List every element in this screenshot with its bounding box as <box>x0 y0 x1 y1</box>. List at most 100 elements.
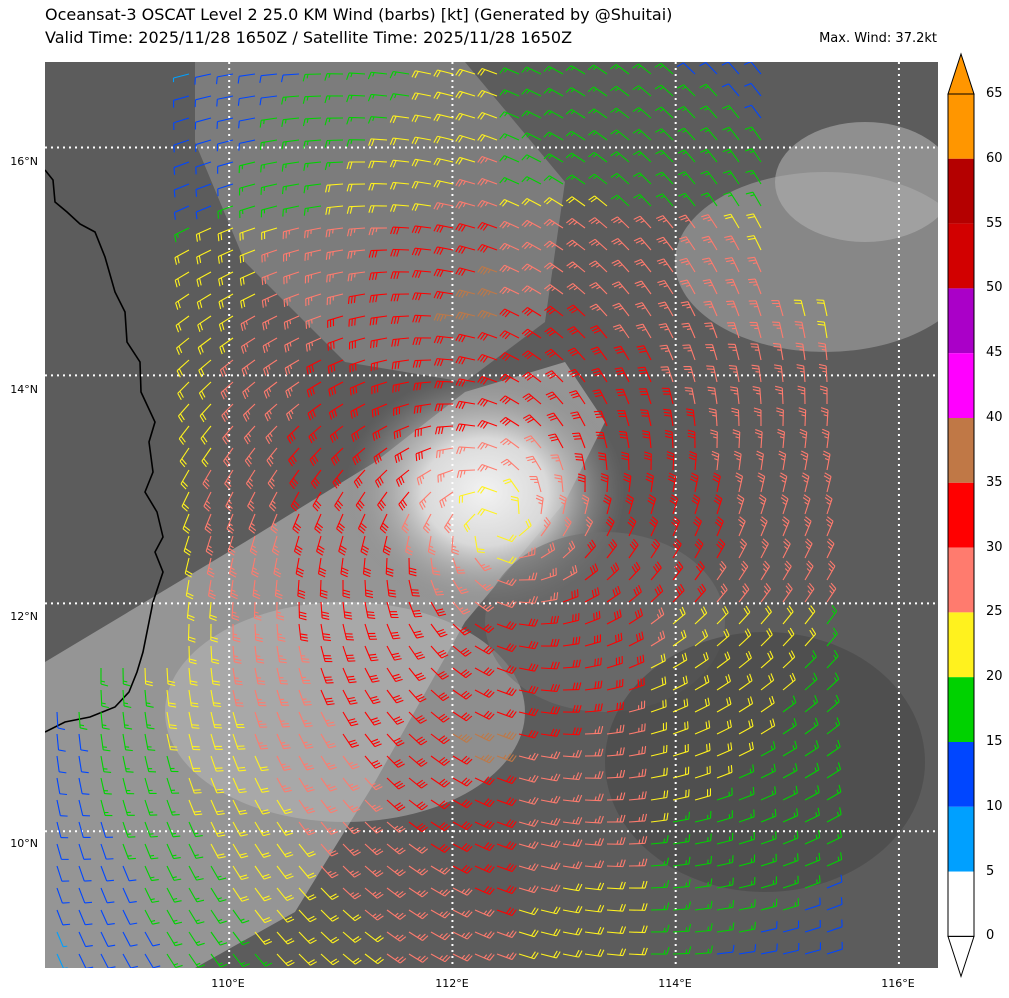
wind-barb <box>346 161 366 170</box>
wind-barb <box>231 601 240 621</box>
wind-barb <box>458 491 476 504</box>
lat-lon-gridlines <box>45 62 938 968</box>
wind-barb <box>267 469 278 490</box>
wind-barb <box>584 726 604 735</box>
wind-barb <box>210 667 221 686</box>
wind-barb <box>100 777 112 795</box>
wind-barb <box>364 711 382 726</box>
wind-barb <box>804 875 821 889</box>
wind-barb <box>716 742 733 757</box>
wind-barb <box>433 69 454 78</box>
wind-barb <box>632 107 652 119</box>
wind-barb <box>803 516 812 537</box>
wind-barb <box>144 843 159 860</box>
wind-barb <box>474 688 495 698</box>
wind-barb <box>276 953 295 967</box>
wind-barb <box>370 337 388 349</box>
wind-barb <box>634 258 652 273</box>
wind-barb <box>455 333 476 343</box>
wind-barb <box>499 352 520 362</box>
wind-barb <box>496 556 517 565</box>
wind-barb <box>188 667 198 686</box>
wind-barb <box>195 139 212 152</box>
wind-barb <box>243 425 256 445</box>
wind-barb <box>232 755 247 772</box>
wind-barb <box>179 447 190 468</box>
wind-barb <box>677 105 696 119</box>
wind-barb <box>474 909 495 917</box>
wind-barb <box>773 364 784 383</box>
wind-barb <box>647 494 657 515</box>
wind-barb <box>336 513 345 534</box>
wind-barb <box>298 843 316 858</box>
wind-barb <box>455 90 476 99</box>
wind-barb <box>346 116 366 125</box>
wind-barb <box>521 285 542 295</box>
wind-barb <box>430 931 451 941</box>
wind-barb <box>540 592 559 603</box>
wind-barb <box>210 689 222 708</box>
wind-barb <box>254 887 272 902</box>
wind-barb <box>540 638 560 647</box>
wind-barb <box>411 136 432 145</box>
wind-barb <box>320 821 339 835</box>
wind-barb <box>584 838 605 846</box>
wind-barb <box>78 909 93 926</box>
wind-barb <box>186 601 195 622</box>
wind-barb <box>543 131 564 141</box>
wind-barb <box>216 95 234 107</box>
colorbar-segment <box>948 806 974 872</box>
wind-barb <box>242 403 256 422</box>
wind-barb <box>303 161 322 171</box>
wind-barb <box>144 909 160 925</box>
wind-barb <box>760 898 778 911</box>
wind-barb <box>725 278 740 295</box>
wind-barb <box>756 450 764 471</box>
wind-barb <box>408 821 428 832</box>
wind-barb <box>357 513 367 534</box>
wind-barb <box>56 733 66 752</box>
wind-barb <box>325 183 344 193</box>
wind-barb <box>56 931 68 948</box>
wind-barb <box>327 359 344 374</box>
wind-barb <box>562 613 580 625</box>
wind-barb <box>304 271 322 284</box>
wind-barb <box>477 398 498 407</box>
wind-barb <box>518 729 539 739</box>
wind-barb <box>369 315 388 326</box>
wind-barb <box>254 777 270 793</box>
wind-barb <box>276 623 286 642</box>
wind-barb <box>518 707 539 717</box>
wind-barb <box>224 469 234 490</box>
wind-barb <box>188 909 205 925</box>
wind-barb <box>496 665 517 675</box>
wind-barb <box>216 73 234 85</box>
wind-barb <box>477 420 498 429</box>
wind-barb <box>545 391 564 405</box>
wind-barb <box>628 538 639 559</box>
wind-barb <box>584 703 603 713</box>
wind-barb <box>682 344 696 361</box>
wind-barb <box>529 476 542 493</box>
wind-barb <box>78 733 89 752</box>
wind-barb <box>452 799 473 809</box>
wind-barb <box>637 366 652 383</box>
wind-barb <box>198 381 212 400</box>
wind-barb <box>543 218 564 229</box>
wind-barb <box>712 472 721 493</box>
wind-barb <box>782 718 797 735</box>
wind-barb <box>166 755 179 773</box>
wind-barb <box>496 819 517 829</box>
wind-barb <box>628 746 647 757</box>
wind-barb <box>610 172 630 185</box>
wind-barb <box>521 132 542 141</box>
wind-barb <box>694 583 707 603</box>
wind-barb <box>748 300 762 317</box>
wind-barb <box>232 865 249 881</box>
wind-barb <box>628 768 647 779</box>
wind-barb <box>499 111 520 119</box>
wind-barb <box>78 931 93 948</box>
wind-barb <box>166 909 183 925</box>
wind-barb <box>569 390 586 405</box>
wind-barb <box>716 855 734 867</box>
